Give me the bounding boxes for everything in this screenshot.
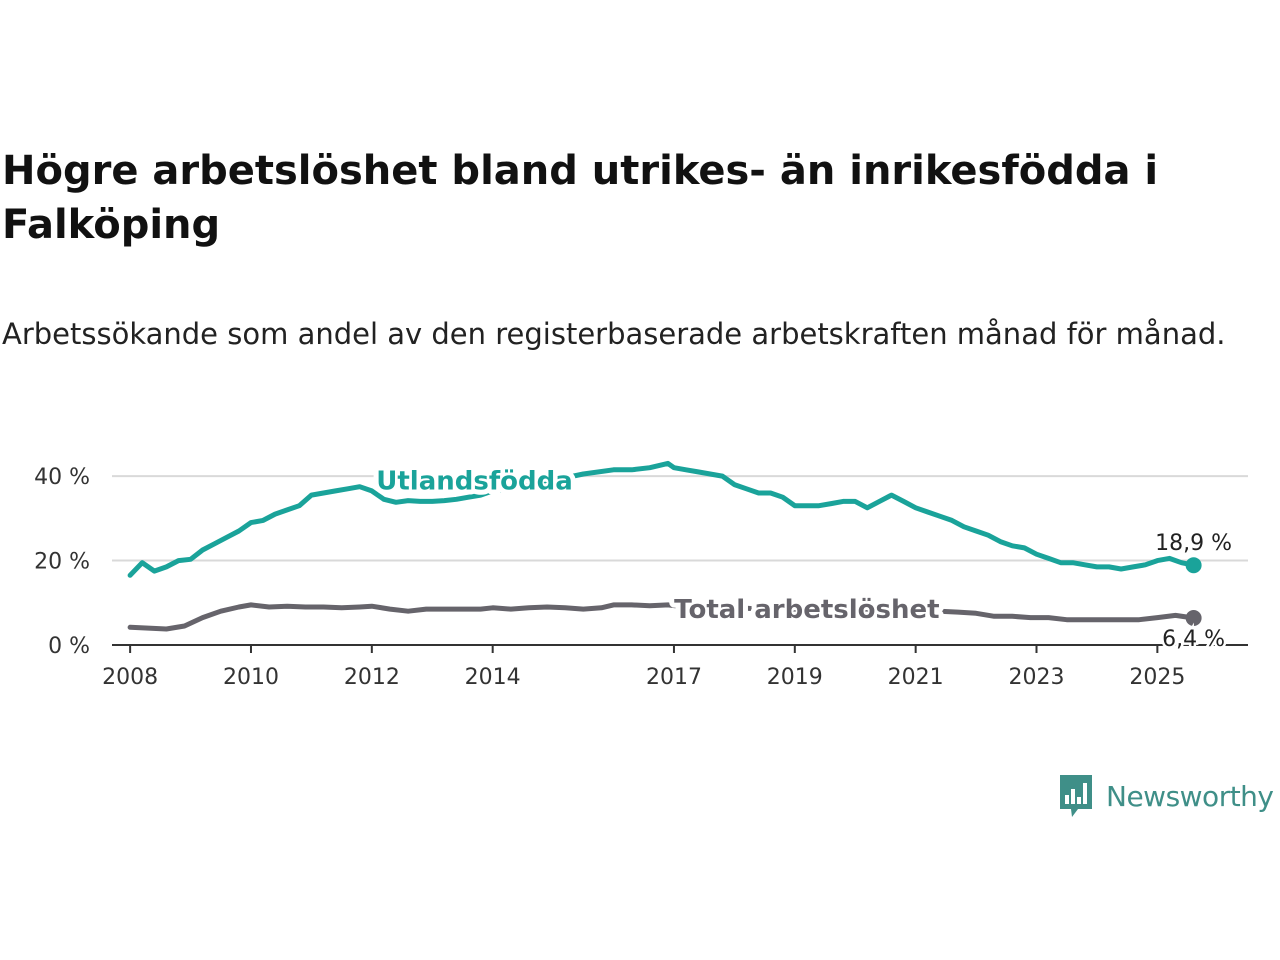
x-tick-label: 2010 [223,665,279,690]
logo-text: Newsworthy [1106,779,1274,813]
series-name-label: Total arbetslöshet [674,595,939,625]
line-chart: 0 % 20 % 40 % 2008 2010 2012 2014 2017 2019 2021… [34,460,1248,690]
series-line-total [127,602,1197,632]
x-tick-label: 2014 [465,665,521,690]
series-labels: 18,9 % 6,4 % Utlandsfödda Total arbetslöshe… [371,461,1234,654]
series-line-utlandsfodda [127,460,1197,578]
x-tick-label: 2008 [102,665,158,690]
x-axis: 2008 2010 2012 2014 2017 2019 2021 2023 2025 [102,645,1185,690]
x-tick-label: 2021 [888,665,944,690]
x-tick-label: 2019 [767,665,823,690]
x-tick-label: 2012 [344,665,400,690]
chart-title: Högre arbetslöshet bland utrikes- än inr… [2,148,1159,248]
series-name-label: Utlandsfödda [376,466,573,496]
series-end-label: 6,4 % [1162,627,1225,652]
newsworthy-logo: Newsworthy [1058,772,1274,820]
series-end-label: 18,9 % [1155,531,1232,556]
x-tick-label: 2025 [1129,665,1185,690]
y-tick-label: 40 % [34,465,90,490]
y-tick-label: 0 % [48,634,90,659]
y-tick-label: 20 % [34,550,90,575]
series-end-point [1185,609,1202,626]
series-lines [127,460,1202,632]
bar-chart-speech-bubble-icon [1060,775,1092,817]
x-tick-label: 2023 [1009,665,1065,690]
y-axis: 0 % 20 % 40 % [34,465,90,659]
series-end-point [1185,557,1202,574]
x-tick-label: 2017 [646,665,702,690]
chart-subtitle: Arbetssökande som andel av den registerb… [2,317,1226,351]
